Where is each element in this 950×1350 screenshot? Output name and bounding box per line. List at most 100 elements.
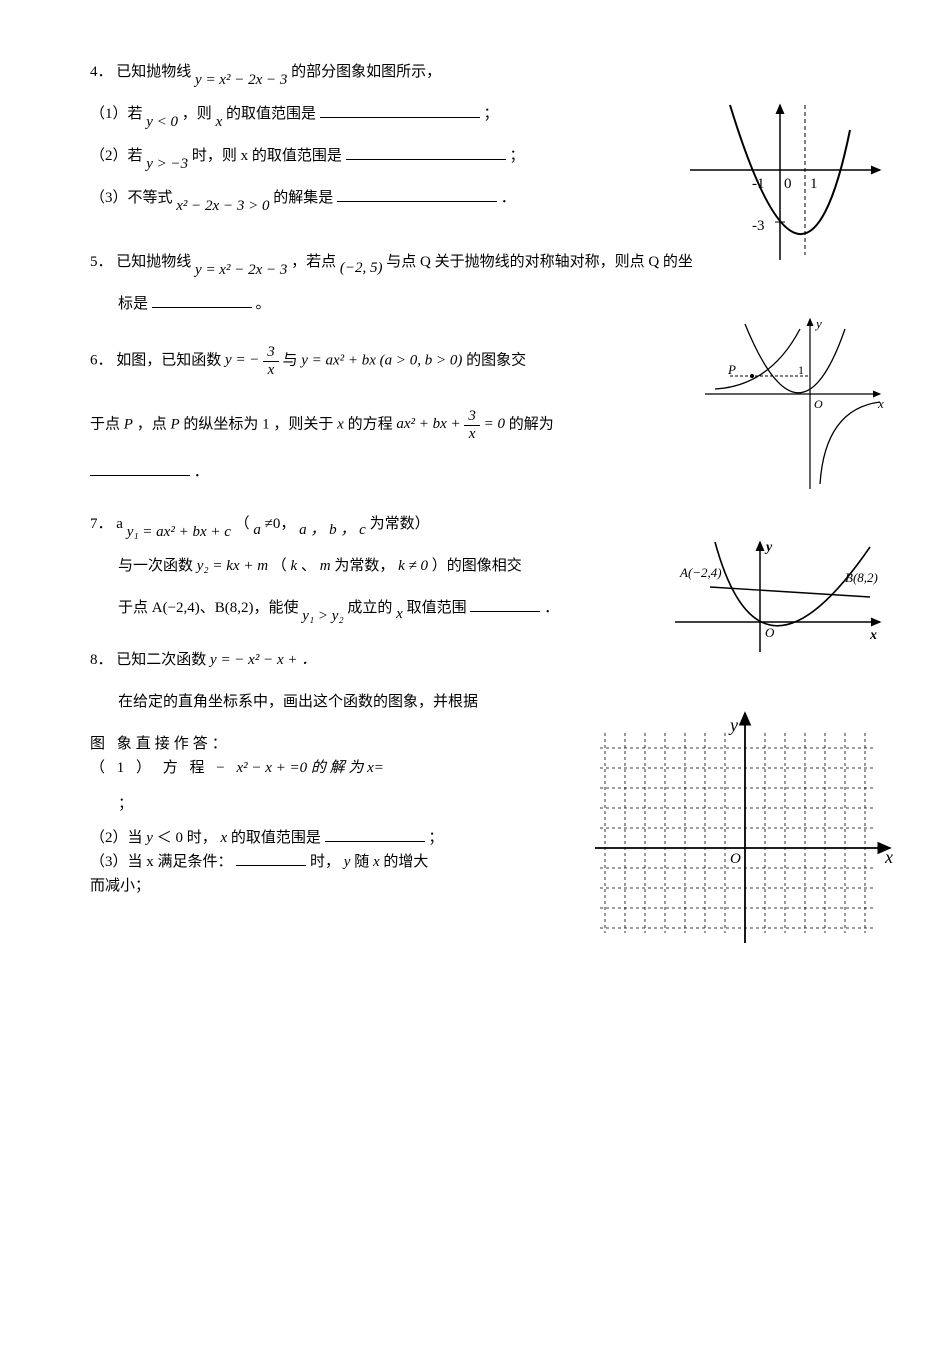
q7-l2c: 、 <box>301 558 316 574</box>
q6-g: 的方程 <box>348 416 393 432</box>
q6-fig-x: x <box>877 396 884 411</box>
q8-p2a: （2）当 <box>90 830 146 846</box>
q6-eq1: y = − 3 x <box>225 352 282 368</box>
q7-end: ． <box>544 600 559 616</box>
q4-text-b: 的部分图象如图所示， <box>291 64 441 80</box>
question-6: 6． 如图，已知函数 y = − 3 x 与 y = ax² + bx (a >… <box>90 344 870 484</box>
q8-fig-x: x <box>884 847 893 867</box>
q8-p3-blank <box>236 850 306 866</box>
q5-pt: (−2, 5) <box>340 260 383 276</box>
q7-xvar: x <box>396 606 403 622</box>
q4-num: 4． <box>90 64 113 80</box>
q6-end: ． <box>194 464 209 480</box>
q7-fig-y: y <box>764 540 773 555</box>
q5-end: 。 <box>256 296 271 312</box>
q8-fig-y: y <box>728 715 738 735</box>
q4-p2-end: ； <box>509 148 524 164</box>
q4-p1-var: x <box>216 114 223 130</box>
q7-l3a: 于点 A(−2,4)、B(8,2)，能使 <box>118 600 299 616</box>
q5-num: 5． <box>90 254 113 270</box>
q4-tick-0: 0 <box>784 176 792 192</box>
q8-p2b: ＜ 0 时， <box>157 830 217 846</box>
q6-d: 于点 <box>90 416 120 432</box>
q5-c: 与点 Q 关于抛物线的对称轴对称，则点 Q 的坐 <box>386 254 693 270</box>
q7-l2b: （ <box>272 558 287 574</box>
q5-a: 已知抛物线 <box>116 254 191 270</box>
q4-text-a: 已知抛物线 <box>116 64 191 80</box>
q8-a: 已知二次函数 <box>116 652 210 668</box>
q7-eq2: y₂ = kx + m <box>197 558 268 574</box>
q4-p1-c: 的取值范围是 <box>226 106 316 122</box>
q4-p1-blank <box>320 102 480 118</box>
q6-graph-icon: P 1 y x O <box>700 314 890 494</box>
q4-tick-neg3: -3 <box>752 218 765 234</box>
q6-f: 的纵坐标为 1 ，则关于 <box>183 416 333 432</box>
q5-line1: 5． 已知抛物线 y = x² − 2x − 3 ，若点 (−2, 5) 与点 … <box>90 250 870 274</box>
q6-e: ，点 <box>137 416 167 432</box>
q7-gtr: y₂ <box>332 608 344 624</box>
q4-p3-b: 的解集是 <box>273 190 333 206</box>
q7-fig-A: A(−2,4) <box>679 565 722 580</box>
q6-eq3: ax² + bx + 3 x = 0 <box>396 416 508 432</box>
q7-fig-x: x <box>869 628 877 643</box>
q6-fig-1: 1 <box>798 363 804 377</box>
q4-p2-a: （2）若 <box>90 148 143 164</box>
q7-a: a <box>116 516 123 532</box>
q8-fig-O: O <box>730 851 741 867</box>
q6-eq3-den: x <box>464 426 480 443</box>
q4-p1-eq: y < 0 <box>146 114 178 130</box>
q8-p3c: 随 <box>354 854 373 870</box>
q8-p2y: y <box>146 830 153 846</box>
q7-blank <box>470 596 540 612</box>
q7-avar: a <box>253 522 261 538</box>
q4-tick-neg1: -1 <box>752 176 765 192</box>
q6-P1: P <box>124 416 133 432</box>
q6-b: 与 <box>282 352 301 368</box>
q6-h: 的解为 <box>509 416 554 432</box>
q4-tick-1: 1 <box>810 176 818 192</box>
q4-p3-blank <box>337 186 497 202</box>
q8-p1end-text: ； <box>118 796 133 812</box>
q8-p3y: y <box>344 854 351 870</box>
q8-eq: y = − x² − x + ． <box>210 652 316 668</box>
q4-parabola-icon: -1 0 1 -3 <box>690 100 890 260</box>
q8-p3b: 时， <box>310 854 340 870</box>
q8-p2x: x <box>220 830 227 846</box>
q8-p3e: 而减小； <box>90 878 150 894</box>
q7-l3b: 成立的 <box>347 600 392 616</box>
q7-l2d: 为常数， <box>334 558 394 574</box>
q8-p2c: 的取值范围是 <box>231 830 321 846</box>
q6-eq3-a: ax² + bx + <box>396 416 460 432</box>
q7-line1: 7． a y₁ = ax² + bx + c （ a a ≠0， a ， b ，… <box>90 512 870 536</box>
q5-line2: 标是 。 <box>118 292 870 316</box>
q4-eq: y = x² − 2x − 3 <box>195 72 287 88</box>
question-8: 8． 已知二次函数 y = − x² − x + ． 在给定的直角坐标系中，画出… <box>90 648 870 898</box>
q6-a: 如图，已知函数 <box>116 352 225 368</box>
q7-gtl: y₁ <box>302 608 314 624</box>
q7-m: m <box>320 558 331 574</box>
q8-l2: 在给定的直角坐标系中，画出这个函数的图象，并根据 <box>118 694 478 710</box>
q7-figure: A(−2,4) B(8,2) y x O <box>670 537 890 665</box>
q8-p3d: 的增大 <box>383 854 428 870</box>
q7-lp: （ <box>235 516 250 532</box>
q5-blank <box>152 292 252 308</box>
q7-fig-O: O <box>765 625 775 640</box>
q6-eq1-num: 3 <box>263 344 279 362</box>
q7-ne: ≠0， <box>265 516 296 532</box>
question-4: 4． 已知抛物线 y = x² − 2x − 3 的部分图象如图所示， （1）若… <box>90 60 870 210</box>
q6-eq1-lhs: y = − <box>225 352 259 368</box>
q6-eq1-den: x <box>263 362 279 379</box>
q7-l3c: 取值范围 <box>407 600 467 616</box>
q8-grid-icon: y x O <box>590 703 900 953</box>
q7-l2a: 与一次函数 <box>118 558 193 574</box>
q6-eq3-num: 3 <box>464 408 480 426</box>
question-5: 5． 已知抛物线 y = x² − 2x − 3 ，若点 (−2, 5) 与点 … <box>90 250 870 316</box>
q7-gt: y₁ > y₂ <box>302 608 347 624</box>
q6-fig-P: P <box>727 362 736 377</box>
q5-eq: y = x² − 2x − 3 <box>195 262 287 278</box>
q8-num: 8． <box>90 652 113 668</box>
q4-p1-a: （1）若 <box>90 106 143 122</box>
q7-l2e: ）的图像相交 <box>432 558 522 574</box>
q4-p3-eq: x² − 2x − 3 > 0 <box>176 198 269 214</box>
q8-l3: 图 象直接作答： <box>90 736 231 752</box>
